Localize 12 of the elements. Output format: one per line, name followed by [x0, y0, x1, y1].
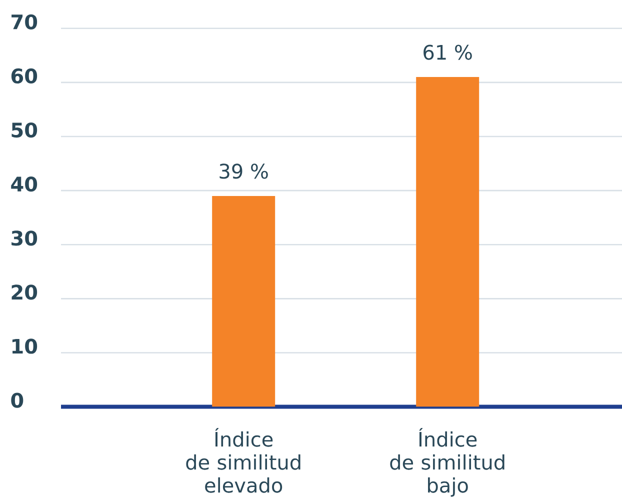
- x-tick-label: Índice de similitud elevado: [186, 428, 300, 493]
- data-label: 61 %: [424, 44, 472, 60]
- y-tick-label: 50: [12, 122, 38, 138]
- y-tick-label: 70: [12, 14, 38, 30]
- y-tick-label: 10: [12, 338, 38, 354]
- y-tick-label: 0: [11, 392, 24, 408]
- x-tick-label: Índice de similitud bajo: [390, 428, 504, 497]
- data-label: 39 %: [220, 164, 268, 179]
- y-tick-label: 40: [11, 176, 38, 192]
- y-tick-label: 60: [11, 68, 38, 84]
- y-tick-label: 30: [12, 230, 38, 246]
- y-tick-label: 20: [12, 284, 38, 300]
